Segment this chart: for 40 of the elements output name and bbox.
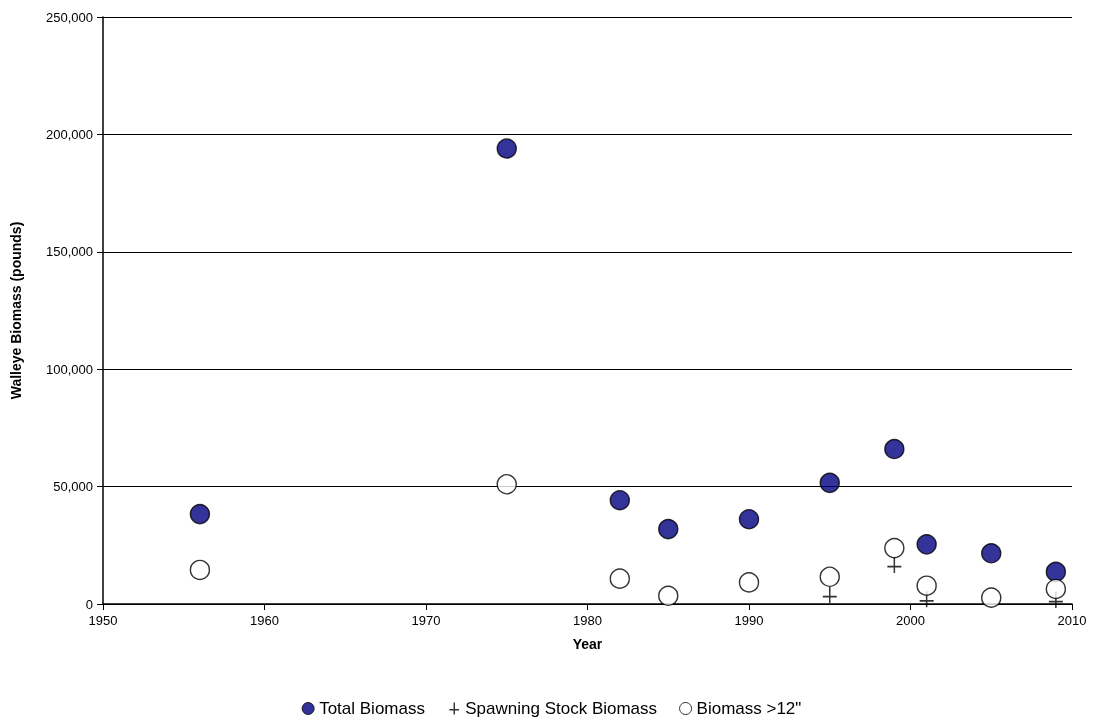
- x-tick-label: 1970: [411, 613, 441, 628]
- point: [1045, 578, 1067, 600]
- point: [609, 490, 630, 511]
- point: [884, 537, 905, 559]
- y-tick-label: 200,000: [46, 126, 93, 142]
- point: [189, 559, 211, 581]
- point: [884, 438, 905, 460]
- x-tick-label: 1990: [734, 613, 764, 628]
- x-axis-title: Year: [572, 636, 603, 652]
- x-tick-label: 1980: [573, 613, 602, 628]
- x-tick-label: 1960: [250, 613, 279, 628]
- point: [916, 534, 937, 555]
- point: [496, 138, 517, 159]
- x-tick-label: 2000: [896, 613, 925, 628]
- point: [609, 568, 630, 589]
- point: [189, 503, 211, 525]
- y-tick-label: 100,000: [46, 361, 93, 377]
- y-tick-label: 150,000: [46, 244, 93, 260]
- point: [821, 586, 838, 604]
- point: [916, 575, 937, 596]
- point: [819, 472, 840, 494]
- x-tick-label: 2010: [1057, 613, 1087, 628]
- y-axis-title: Walleye Biomass (pounds): [8, 221, 24, 400]
- y-tick-label: 250,000: [46, 9, 93, 25]
- legend-label: Biomass >12": [696, 699, 802, 718]
- point: [1045, 561, 1067, 583]
- point: [981, 587, 1002, 608]
- point: [658, 518, 679, 540]
- x-tick-label: 1950: [88, 613, 118, 628]
- point: [738, 509, 760, 530]
- point: [819, 566, 840, 587]
- legend-label: Spawning Stock Biomass: [465, 699, 658, 718]
- point: [658, 585, 679, 606]
- y-tick-label: 50,000: [53, 479, 93, 495]
- point: [981, 543, 1002, 564]
- point: [496, 474, 517, 495]
- y-tick-label: 0: [85, 596, 93, 612]
- point: [738, 572, 760, 593]
- legend-label: Total Biomass: [319, 699, 425, 718]
- point: [886, 556, 903, 574]
